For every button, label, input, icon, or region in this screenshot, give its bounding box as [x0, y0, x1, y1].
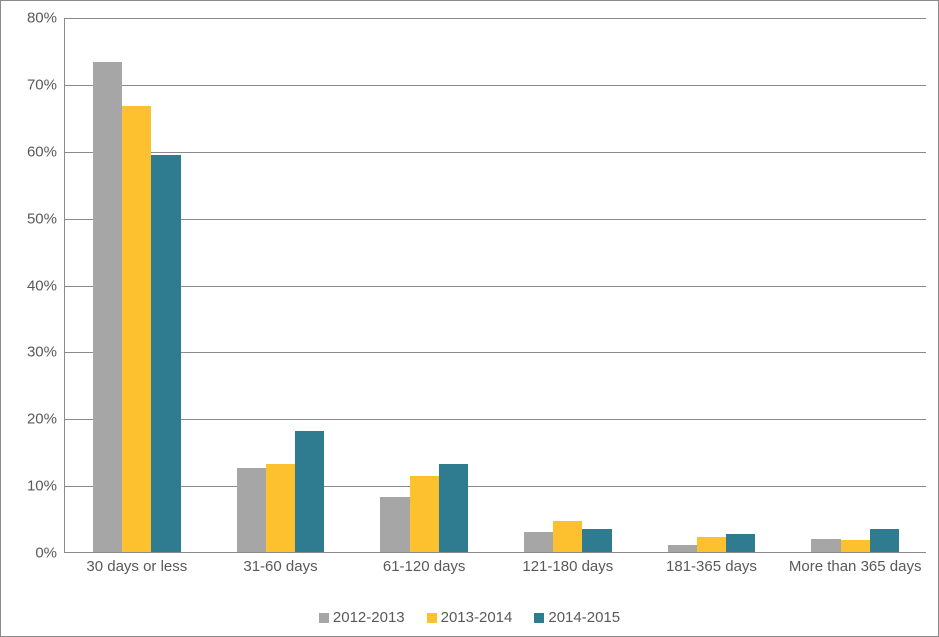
gridline	[65, 18, 926, 19]
y-tick-label: 30%	[27, 344, 65, 361]
bar	[841, 540, 870, 552]
bar	[668, 545, 697, 552]
y-tick-label: 50%	[27, 210, 65, 227]
y-tick-label: 20%	[27, 411, 65, 428]
y-tick-label: 40%	[27, 277, 65, 294]
x-tick-label: 31-60 days	[209, 552, 353, 575]
y-tick-label: 80%	[27, 10, 65, 27]
y-tick-label: 70%	[27, 76, 65, 93]
x-tick-label: More than 365 days	[783, 552, 927, 575]
bar	[870, 529, 899, 552]
bar	[811, 539, 840, 552]
legend-item: 2014-2015	[534, 609, 620, 626]
bar	[582, 529, 611, 552]
x-tick-label: 181-365 days	[640, 552, 784, 575]
bar	[553, 521, 582, 552]
gridline	[65, 419, 926, 420]
x-tick-label: 30 days or less	[65, 552, 209, 575]
bar	[122, 106, 151, 552]
legend-swatch	[427, 613, 437, 623]
gridline	[65, 152, 926, 153]
chart-container: 0% 10% 20% 30% 40% 50% 60% 70% 80% 30 days or les…	[0, 0, 939, 637]
x-tick-label: 61-120 days	[352, 552, 496, 575]
legend-label: 2014-2015	[548, 609, 620, 626]
y-tick-label: 10%	[27, 478, 65, 495]
gridline	[65, 286, 926, 287]
gridline	[65, 85, 926, 86]
legend: 2012-2013 2013-2014 2014-2015	[1, 609, 938, 626]
legend-item: 2012-2013	[319, 609, 405, 626]
gridline	[65, 486, 926, 487]
bar	[697, 537, 726, 552]
x-tick-label: 121-180 days	[496, 552, 640, 575]
bar	[151, 155, 180, 552]
legend-swatch	[534, 613, 544, 623]
legend-label: 2013-2014	[441, 609, 513, 626]
bar	[266, 464, 295, 552]
bar	[295, 431, 324, 552]
bar	[439, 464, 468, 552]
y-tick-label: 0%	[35, 545, 65, 562]
bar	[726, 534, 755, 552]
y-tick-label: 60%	[27, 143, 65, 160]
plot-area: 0%10%20%30%40%50%60%70%80%30 days or les…	[64, 18, 926, 553]
bar	[524, 532, 553, 552]
legend-item: 2013-2014	[427, 609, 513, 626]
bar	[93, 62, 122, 552]
gridline	[65, 219, 926, 220]
gridline	[65, 352, 926, 353]
bar	[410, 476, 439, 552]
legend-swatch	[319, 613, 329, 623]
bar	[237, 468, 266, 552]
bar	[380, 497, 409, 552]
legend-label: 2012-2013	[333, 609, 405, 626]
